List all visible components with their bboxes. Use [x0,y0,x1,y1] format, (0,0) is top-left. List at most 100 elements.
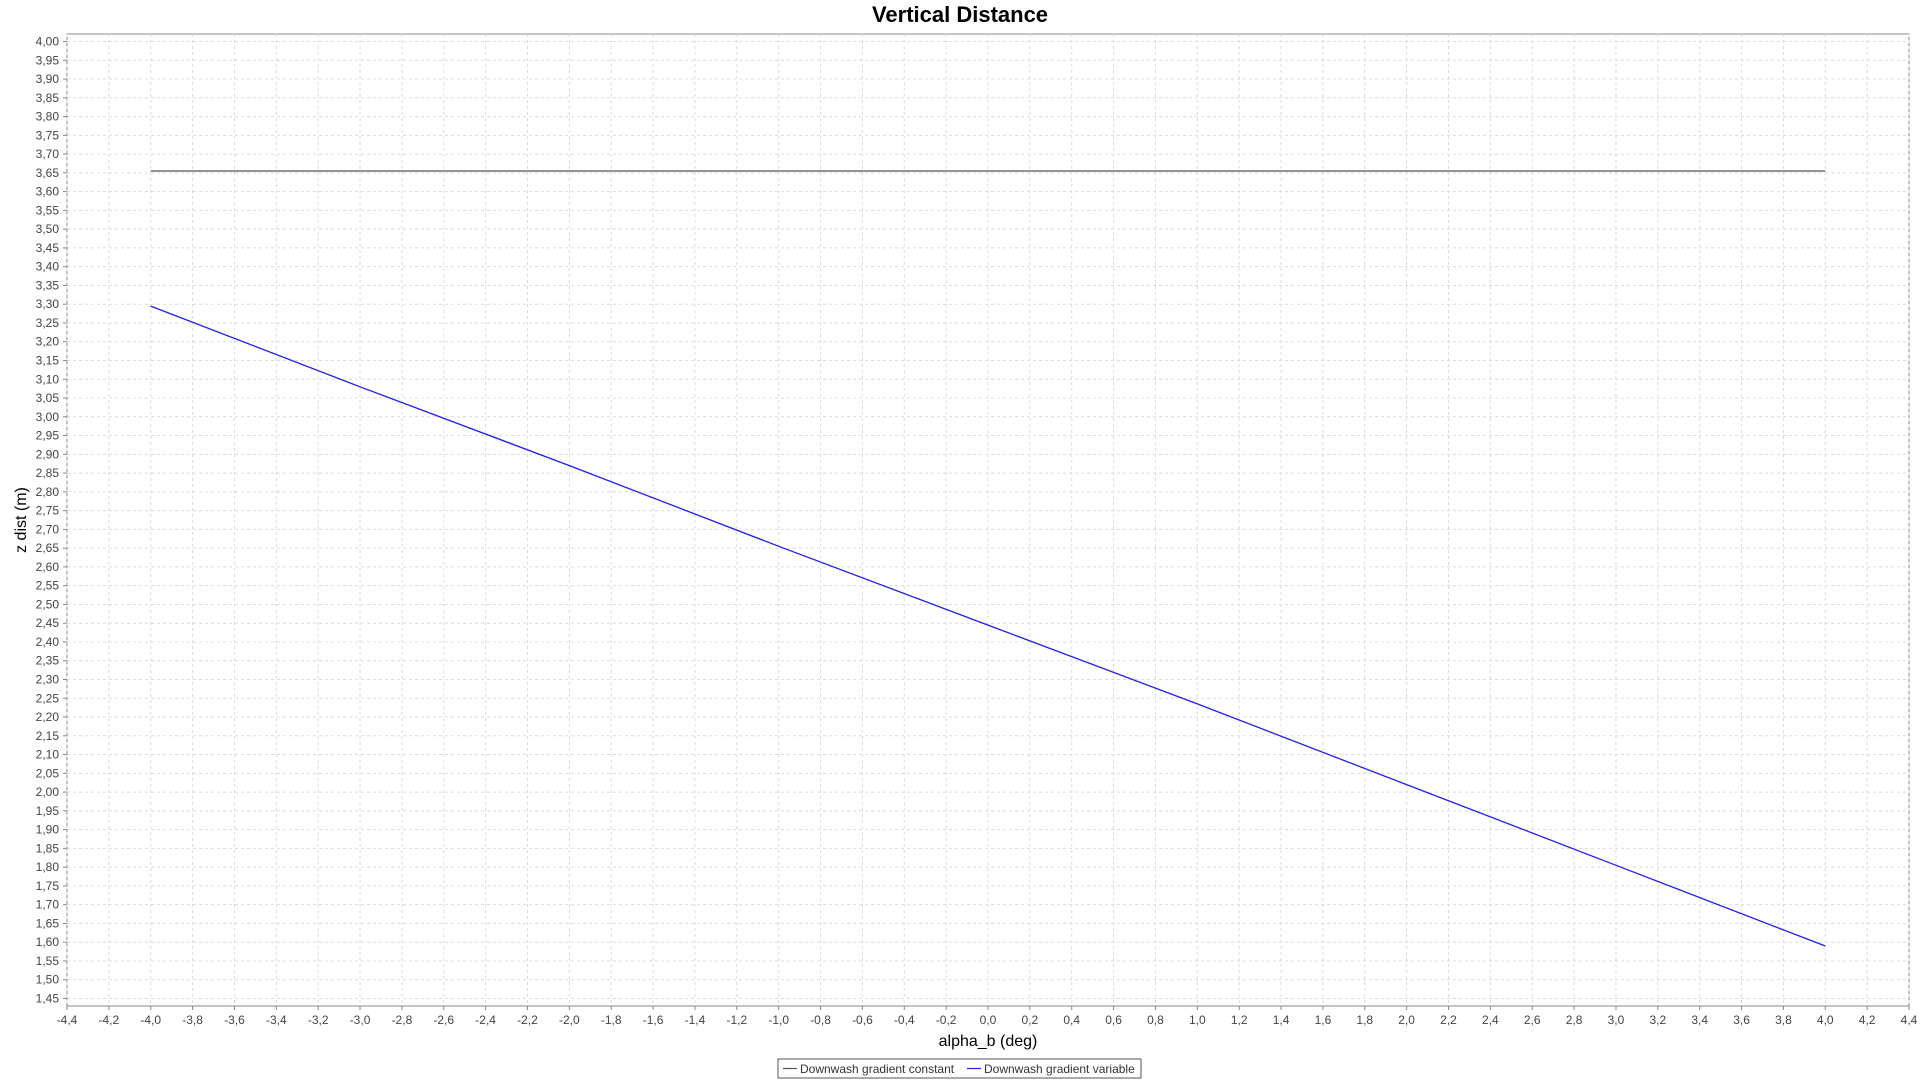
y-tick-label: 3,25 [36,316,60,330]
x-tick-label: -3,6 [224,1013,245,1027]
x-tick-label: 2,6 [1524,1013,1541,1027]
x-tick-label: -1,0 [768,1013,789,1027]
y-tick-label: 3,15 [36,354,60,368]
x-tick-label: 1,4 [1273,1013,1290,1027]
x-tick-label: 3,6 [1733,1013,1750,1027]
y-tick-label: 3,60 [36,185,60,199]
x-tick-label: -2,8 [392,1013,413,1027]
y-tick-label: 2,95 [36,429,60,443]
y-tick-label: 3,75 [36,128,60,142]
x-tick-label: 2,8 [1566,1013,1583,1027]
x-tick-label: -3,0 [350,1013,371,1027]
y-tick-label: 3,10 [36,372,60,386]
y-tick-label: 3,85 [36,91,60,105]
y-tick-label: 2,20 [36,710,60,724]
x-tick-label: -3,2 [308,1013,329,1027]
y-tick-label: 3,35 [36,278,60,292]
x-tick-label: 0,2 [1022,1013,1039,1027]
y-tick-label: 4,00 [36,35,60,49]
x-tick-label: -3,8 [182,1013,203,1027]
x-tick-label: 0,6 [1105,1013,1122,1027]
x-tick-label: -1,6 [643,1013,664,1027]
y-tick-label: 2,70 [36,522,60,536]
y-tick-label: 2,40 [36,635,60,649]
y-tick-label: 3,95 [36,53,60,67]
legend: Downwash gradient constant Downwash grad… [777,1058,1142,1079]
x-tick-label: -0,8 [810,1013,831,1027]
y-axis-ticks: 1,45 1,50 1,55 1,60 1,65 1,70 1,75 1,80 1,85 1,90… [36,35,67,1005]
x-tick-label: -4,0 [140,1013,161,1027]
x-tick-label: -1,2 [726,1013,747,1027]
y-tick-label: 3,45 [36,241,60,255]
x-tick-label: 2,4 [1482,1013,1499,1027]
x-tick-label: -1,8 [601,1013,622,1027]
x-tick-label: 1,0 [1189,1013,1206,1027]
x-tick-label: -3,4 [266,1013,287,1027]
x-tick-label: -0,2 [936,1013,957,1027]
y-tick-label: 1,90 [36,823,60,837]
x-tick-label: -0,4 [894,1013,915,1027]
y-tick-label: 2,45 [36,616,60,630]
y-tick-label: 3,05 [36,391,60,405]
y-tick-label: 2,50 [36,597,60,611]
x-axis-ticks: -4,4 -4,2 -4,0 -3,8 -3,6 -3,4 -3,2 -3,0 -2,8 -2,6… [57,1006,1918,1027]
chart-title: Vertical Distance [872,2,1048,27]
x-tick-label: 3,4 [1691,1013,1708,1027]
y-tick-label: 1,45 [36,991,60,1005]
y-tick-label: 2,10 [36,748,60,762]
y-tick-label: 3,80 [36,110,60,124]
y-axis-label: z dist (m) [13,487,30,553]
x-tick-label: 4,2 [1859,1013,1876,1027]
x-tick-label: -4,2 [99,1013,120,1027]
y-tick-label: 3,00 [36,410,60,424]
x-tick-label: 3,0 [1608,1013,1625,1027]
y-tick-label: 1,50 [36,973,60,987]
y-tick-label: 2,05 [36,766,60,780]
y-tick-label: 3,55 [36,203,60,217]
y-tick-label: 2,30 [36,672,60,686]
y-tick-label: 1,65 [36,916,60,930]
y-tick-label: 3,40 [36,260,60,274]
legend-label-variable: Downwash gradient variable [984,1062,1135,1076]
y-tick-label: 3,90 [36,72,60,86]
y-tick-label: 3,70 [36,147,60,161]
y-tick-label: 1,70 [36,898,60,912]
x-tick-label: 2,2 [1440,1013,1457,1027]
x-tick-label: -1,4 [685,1013,706,1027]
y-tick-label: 2,85 [36,466,60,480]
x-tick-label: 2,0 [1398,1013,1415,1027]
y-tick-label: 2,90 [36,447,60,461]
y-tick-label: 2,15 [36,729,60,743]
y-tick-label: 2,55 [36,579,60,593]
x-tick-label: -4,4 [57,1013,78,1027]
y-tick-label: 1,80 [36,860,60,874]
x-tick-label: -0,6 [852,1013,873,1027]
x-tick-label: 1,6 [1315,1013,1332,1027]
x-tick-label: 3,8 [1775,1013,1792,1027]
x-tick-label: 4,0 [1817,1013,1834,1027]
x-tick-label: 0,4 [1063,1013,1080,1027]
series-lines [150,170,1826,947]
x-tick-label: 1,8 [1356,1013,1373,1027]
x-tick-label: -2,2 [517,1013,538,1027]
series-line-variable [150,305,1826,947]
y-tick-label: 1,85 [36,841,60,855]
y-tick-label: 2,25 [36,691,60,705]
y-tick-label: 3,20 [36,335,60,349]
x-tick-label: -2,0 [559,1013,580,1027]
x-tick-label: 0,0 [980,1013,997,1027]
y-tick-label: 2,80 [36,485,60,499]
legend-label-constant: Downwash gradient constant [800,1062,955,1076]
x-tick-label: 0,8 [1147,1013,1164,1027]
y-tick-label: 2,65 [36,541,60,555]
y-tick-label: 2,75 [36,504,60,518]
x-tick-label: 3,2 [1649,1013,1666,1027]
y-tick-label: 3,65 [36,166,60,180]
y-tick-label: 2,60 [36,560,60,574]
legend-box [777,1058,1142,1079]
y-tick-label: 1,95 [36,804,60,818]
x-tick-label: -2,4 [475,1013,496,1027]
x-axis-label: alpha_b (deg) [939,1033,1038,1050]
y-tick-label: 2,00 [36,785,60,799]
